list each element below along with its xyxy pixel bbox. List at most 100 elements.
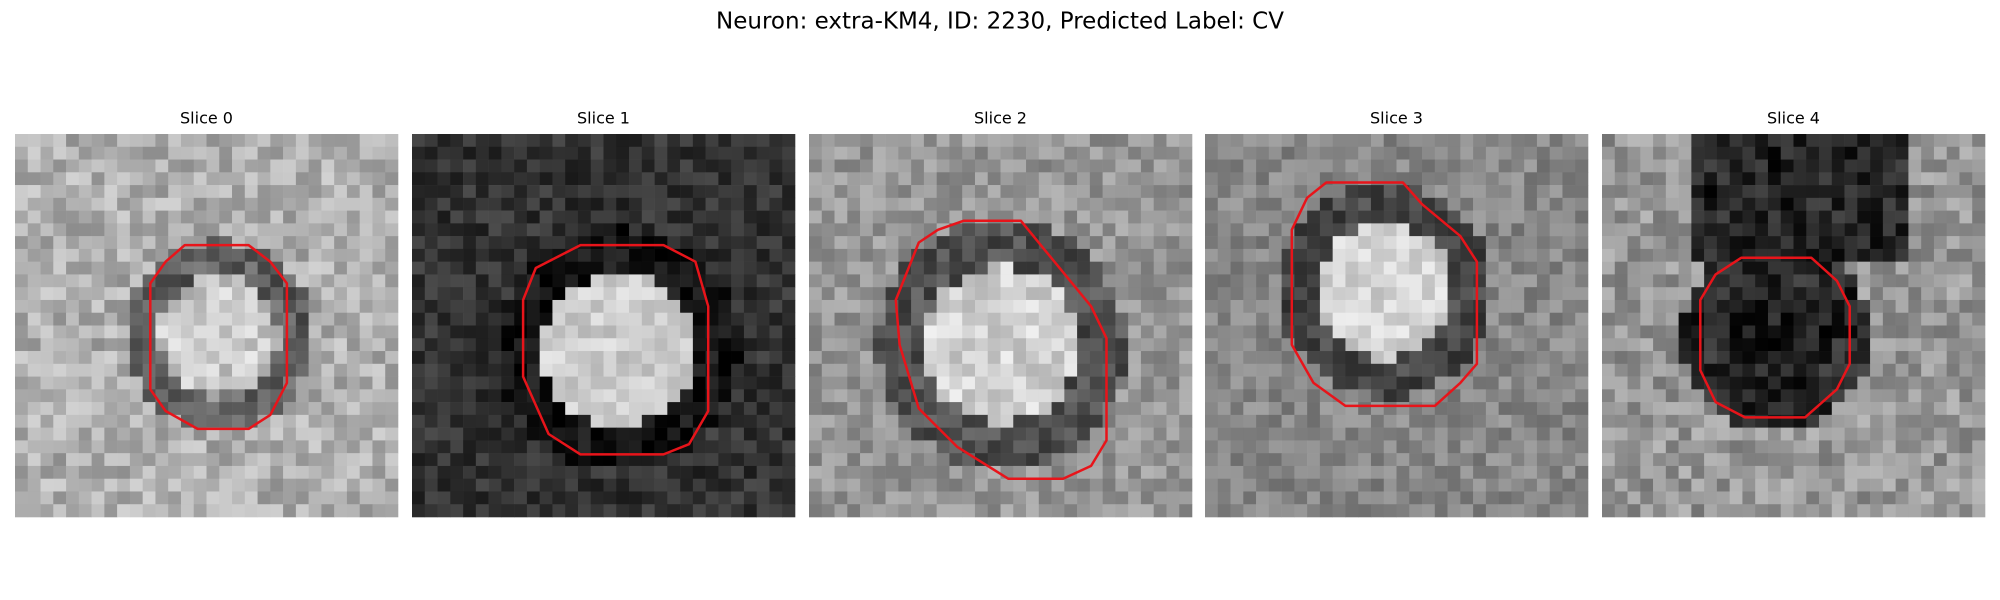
pixel — [1831, 197, 1845, 211]
pixel — [847, 185, 861, 199]
pixel — [834, 491, 848, 505]
pixel — [1319, 299, 1333, 314]
pixel — [1524, 427, 1538, 441]
pixel — [1434, 185, 1448, 199]
pixel — [1524, 351, 1538, 365]
pixel — [526, 440, 540, 454]
pixel — [680, 465, 694, 479]
pixel — [526, 210, 540, 224]
pixel — [117, 134, 131, 148]
pixel — [1205, 312, 1219, 326]
pixel — [1077, 287, 1091, 301]
pixel — [1230, 376, 1244, 390]
pixel — [78, 363, 92, 377]
pixel — [270, 134, 284, 148]
pixel — [488, 389, 502, 403]
pixel — [1895, 312, 1909, 326]
pixel — [1742, 312, 1756, 326]
pixel — [834, 465, 848, 479]
pixel — [1908, 491, 1922, 505]
pixel — [1370, 312, 1385, 326]
pixel — [641, 236, 655, 250]
pixel — [232, 172, 246, 186]
pixel — [1179, 376, 1193, 390]
pixel — [1064, 287, 1078, 301]
pixel — [117, 210, 131, 224]
pixel — [860, 504, 874, 518]
pixel — [463, 427, 477, 441]
pixel — [193, 287, 207, 301]
pixel — [1755, 504, 1769, 518]
pixel — [424, 274, 438, 288]
pixel — [385, 389, 399, 403]
pixel — [1370, 274, 1385, 288]
pixel — [424, 197, 438, 211]
pixel — [15, 389, 29, 403]
pixel — [654, 414, 668, 428]
pixel — [1742, 427, 1756, 441]
pixel — [1013, 312, 1027, 326]
pixel — [898, 453, 912, 467]
pixel — [1422, 274, 1436, 288]
pixel — [1524, 236, 1538, 250]
pixel — [1396, 312, 1410, 326]
pixel — [1755, 478, 1769, 492]
pixel — [1460, 465, 1474, 479]
pixel — [847, 134, 861, 148]
pixel — [1345, 134, 1359, 148]
pixel — [180, 504, 195, 518]
pixel — [936, 363, 950, 377]
pixel — [308, 261, 322, 275]
pixel — [1755, 223, 1769, 237]
pixel — [526, 491, 540, 505]
pixel — [1780, 159, 1794, 173]
pixel — [155, 287, 169, 301]
pixel — [1230, 363, 1244, 377]
pixel — [1064, 248, 1078, 262]
pixel — [91, 338, 105, 352]
pixel — [1793, 248, 1807, 262]
pixel — [1806, 134, 1820, 148]
pixel — [1665, 427, 1679, 441]
pixel — [821, 453, 835, 467]
pixel — [1806, 299, 1820, 314]
pixel — [1959, 172, 1973, 186]
pixel — [1332, 402, 1346, 416]
pixel — [155, 274, 169, 288]
pixel — [91, 299, 105, 314]
pixel — [155, 134, 169, 148]
pixel — [424, 402, 438, 416]
pixel — [616, 134, 630, 148]
pixel — [1678, 236, 1692, 250]
pixel — [129, 338, 143, 352]
pixel — [1370, 440, 1385, 454]
pixel — [847, 325, 861, 339]
pixel — [475, 478, 489, 492]
pixel — [1895, 504, 1909, 518]
pixel — [385, 465, 399, 479]
pixel — [463, 159, 477, 173]
pixel — [974, 261, 989, 275]
pixel — [936, 146, 950, 160]
pixel — [809, 427, 823, 441]
pixel — [219, 236, 233, 250]
pixel — [577, 287, 592, 301]
pixel — [809, 299, 823, 314]
pixel — [1908, 453, 1922, 467]
pixel — [911, 274, 925, 288]
pixel — [1026, 146, 1040, 160]
pixel — [1640, 402, 1654, 416]
pixel — [1205, 299, 1219, 314]
pixel — [923, 248, 937, 262]
pixel — [1959, 287, 1973, 301]
pixel — [1243, 389, 1257, 403]
pixel — [488, 478, 502, 492]
pixel — [1704, 351, 1718, 365]
pixel — [1319, 274, 1333, 288]
pixel — [15, 274, 29, 288]
pixel — [1460, 389, 1474, 403]
pixel — [1819, 134, 1833, 148]
pixel — [1370, 146, 1385, 160]
pixel — [1051, 440, 1065, 454]
pixel — [782, 236, 796, 250]
